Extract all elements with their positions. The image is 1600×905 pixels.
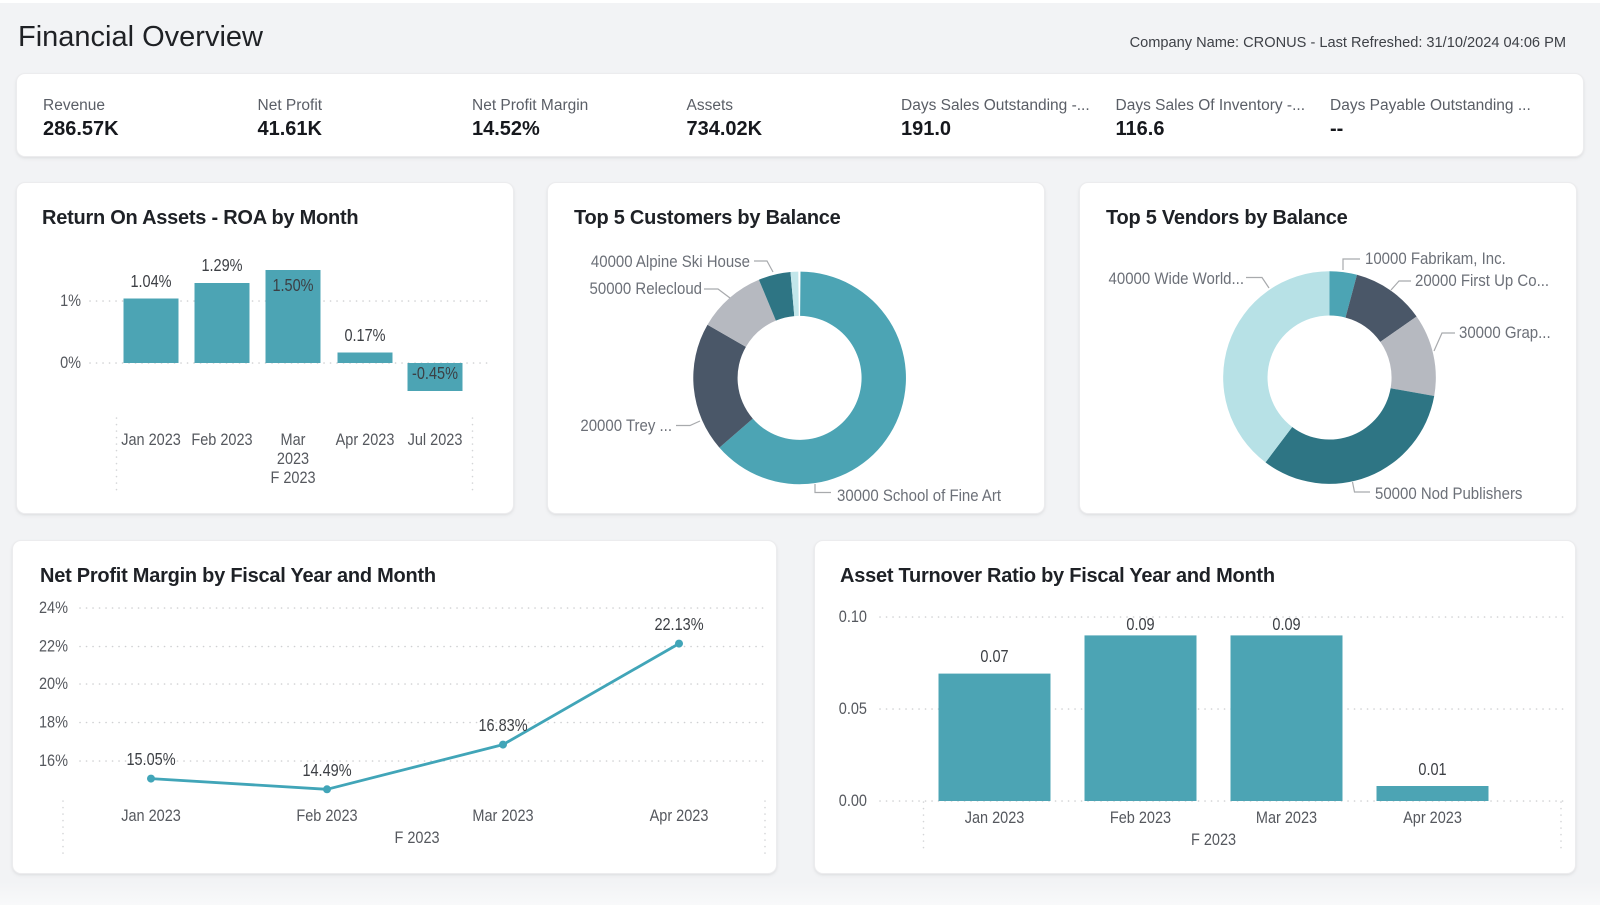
svg-text:Jan 2023: Jan 2023 — [121, 431, 181, 449]
svg-text:1.04%: 1.04% — [130, 273, 171, 291]
svg-text:Apr 2023: Apr 2023 — [650, 807, 709, 825]
svg-text:30000 Grap...: 30000 Grap... — [1459, 324, 1551, 342]
svg-text:50000 Nod Publishers: 50000 Nod Publishers — [1375, 485, 1522, 503]
svg-text:20000 Trey ...: 20000 Trey ... — [580, 417, 672, 435]
svg-text:Mar: Mar — [281, 431, 306, 449]
svg-text:0.00: 0.00 — [839, 792, 867, 810]
svg-text:Feb 2023: Feb 2023 — [191, 431, 252, 449]
svg-text:50000 Relecloud: 50000 Relecloud — [590, 280, 702, 298]
svg-text:20000 First Up Co...: 20000 First Up Co... — [1415, 272, 1549, 290]
svg-text:0.07: 0.07 — [980, 648, 1008, 666]
svg-text:14.49%: 14.49% — [302, 762, 351, 780]
svg-text:16.83%: 16.83% — [478, 717, 527, 735]
svg-text:24%: 24% — [39, 599, 68, 617]
svg-text:30000 School of Fine Art: 30000 School of Fine Art — [837, 487, 1002, 505]
svg-text:F 2023: F 2023 — [1191, 831, 1236, 849]
svg-text:16%: 16% — [39, 752, 68, 770]
svg-text:0%: 0% — [60, 354, 81, 372]
svg-text:Jan 2023: Jan 2023 — [121, 807, 181, 825]
svg-text:40000 Alpine Ski House: 40000 Alpine Ski House — [591, 253, 750, 271]
svg-text:0.09: 0.09 — [1272, 616, 1300, 634]
svg-text:22.13%: 22.13% — [654, 616, 703, 634]
svg-text:Feb 2023: Feb 2023 — [1110, 809, 1171, 827]
svg-text:Net Profit Margin by Fiscal Ye: Net Profit Margin by Fiscal Year and Mon… — [40, 565, 436, 587]
svg-text:Top 5 Vendors by Balance: Top 5 Vendors by Balance — [1106, 207, 1348, 229]
svg-text:0.01: 0.01 — [1418, 761, 1446, 779]
svg-text:1.50%: 1.50% — [272, 277, 313, 295]
svg-text:0.17%: 0.17% — [344, 327, 385, 345]
svg-text:F 2023: F 2023 — [394, 829, 439, 847]
svg-text:Top 5 Customers by Balance: Top 5 Customers by Balance — [574, 207, 841, 229]
svg-text:0.10: 0.10 — [839, 608, 867, 626]
svg-text:22%: 22% — [39, 638, 68, 656]
svg-text:Asset Turnover Ratio by Fiscal: Asset Turnover Ratio by Fiscal Year and … — [840, 565, 1275, 587]
svg-text:Feb 2023: Feb 2023 — [296, 807, 357, 825]
svg-text:Jul 2023: Jul 2023 — [408, 431, 463, 449]
svg-text:1%: 1% — [60, 292, 81, 310]
svg-text:0.09: 0.09 — [1126, 616, 1154, 634]
svg-text:0.05: 0.05 — [839, 700, 867, 718]
svg-text:-0.45%: -0.45% — [412, 365, 458, 383]
svg-text:F 2023: F 2023 — [270, 469, 315, 487]
svg-text:Jan 2023: Jan 2023 — [965, 809, 1025, 827]
svg-text:2023: 2023 — [277, 450, 309, 468]
svg-text:20%: 20% — [39, 675, 68, 693]
svg-text:18%: 18% — [39, 714, 68, 732]
svg-text:Apr 2023: Apr 2023 — [1403, 809, 1462, 827]
svg-text:15.05%: 15.05% — [126, 751, 175, 769]
svg-text:40000 Wide World...: 40000 Wide World... — [1109, 270, 1244, 288]
svg-text:1.29%: 1.29% — [201, 257, 242, 275]
svg-text:Mar 2023: Mar 2023 — [1256, 809, 1317, 827]
svg-text:Apr 2023: Apr 2023 — [336, 431, 395, 449]
svg-text:Return On Assets - ROA by Mont: Return On Assets - ROA by Month — [42, 207, 358, 229]
svg-text:Mar 2023: Mar 2023 — [472, 807, 533, 825]
svg-text:10000 Fabrikam, Inc.: 10000 Fabrikam, Inc. — [1365, 250, 1506, 268]
